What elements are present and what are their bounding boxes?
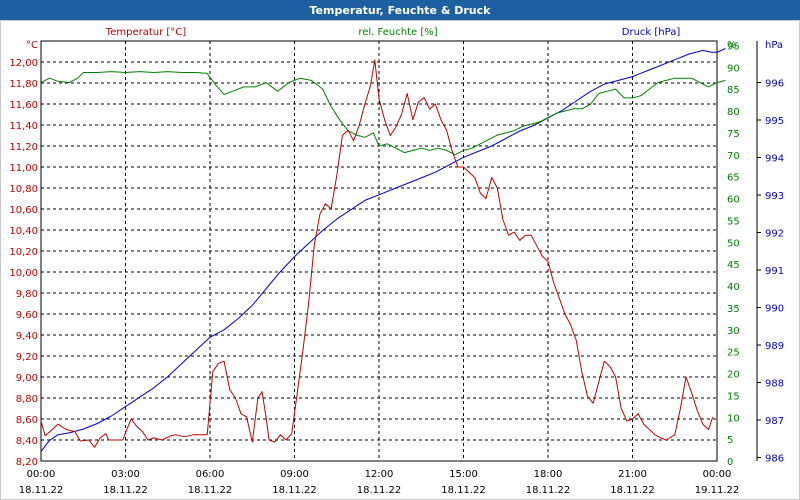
temperature-tick-0: 8,20 bbox=[16, 457, 38, 468]
humidity-tick-13: 65 bbox=[727, 173, 740, 184]
pressure-tick-8: 994 bbox=[765, 153, 784, 164]
humidity-tick-8: 40 bbox=[727, 282, 740, 293]
temperature-tick-12: 10,60 bbox=[9, 205, 38, 216]
temperature-tick-15: 11,20 bbox=[9, 142, 38, 153]
time-tick-7: 21:00 bbox=[618, 469, 647, 480]
temperature-tick-6: 9,40 bbox=[16, 331, 38, 342]
time-tick-6: 18:00 bbox=[534, 469, 563, 480]
temperature-tick-2: 8,60 bbox=[16, 415, 38, 426]
temperature-tick-5: 9,20 bbox=[16, 352, 38, 363]
temperature-axis-label: Temperatur [°C] bbox=[105, 27, 186, 38]
pressure-axis: 986 987 988 989 990 991 992 993 994 995 996 hPa bbox=[756, 40, 784, 464]
series-humidity-line bbox=[40, 71, 726, 156]
temperature-tick-13: 10,80 bbox=[9, 184, 38, 195]
humidity-tick-11: 55 bbox=[727, 216, 740, 227]
humidity-tick-14: 70 bbox=[727, 151, 740, 162]
date-tick-6: 18.11.22 bbox=[526, 485, 571, 496]
humidity-tick-3: 15 bbox=[727, 391, 740, 402]
humidity-tick-19: 95 bbox=[727, 41, 740, 52]
temperature-tick-18: 11,80 bbox=[9, 79, 38, 90]
humidity-tick-4: 20 bbox=[727, 370, 740, 381]
temperature-tick-19: 12,00 bbox=[9, 58, 38, 69]
temperature-tick-9: 10,00 bbox=[9, 268, 38, 279]
time-tick-5: 15:00 bbox=[449, 469, 478, 480]
humidity-tick-7: 35 bbox=[727, 304, 740, 315]
series-pressure-line bbox=[40, 48, 726, 452]
chart-canvas: 8,20 8,40 8,60 8,80 9,00 9,20 9,40 9,60 9,80 10,0… bbox=[9, 27, 784, 496]
humidity-tick-15: 75 bbox=[727, 129, 740, 140]
time-tick-4: 12:00 bbox=[365, 469, 394, 480]
temperature-tick-7: 9,60 bbox=[16, 310, 38, 321]
humidity-tick-18: 90 bbox=[727, 63, 740, 74]
pressure-tick-2: 988 bbox=[765, 378, 784, 389]
date-tick-3: 18.11.22 bbox=[272, 485, 317, 496]
temperature-tick-11: 10,40 bbox=[9, 226, 38, 237]
humidity-axis: 0 5 10 15 20 25 30 35 40 45 50 55 60 65 70 75 80 85 90 95% bbox=[727, 40, 740, 468]
axis-labels: Temperatur [°C] rel. Feuchte [%] Druck [hP… bbox=[105, 27, 681, 38]
date-tick-4: 18.11.22 bbox=[357, 485, 402, 496]
grid bbox=[40, 41, 718, 462]
humidity-axis-label: rel. Feuchte [%] bbox=[358, 27, 437, 38]
pressure-tick-9: 995 bbox=[765, 116, 784, 127]
time-tick-8: 00:00 bbox=[703, 469, 732, 480]
pressure-tick-0: 986 bbox=[765, 453, 784, 464]
humidity-tick-0: 0 bbox=[727, 457, 733, 468]
temperature-tick-14: 11,00 bbox=[9, 163, 38, 174]
temperature-tick-3: 8,80 bbox=[16, 394, 38, 405]
chart-title-bar: Temperatur, Feuchte & Druck bbox=[0, 0, 800, 20]
date-tick-1: 18.11.22 bbox=[103, 485, 148, 496]
date-tick-5: 18.11.22 bbox=[441, 485, 486, 496]
humidity-tick-12: 60 bbox=[727, 195, 740, 206]
humidity-tick-10: 50 bbox=[727, 238, 740, 249]
time-tick-0: 00:00 bbox=[27, 469, 56, 480]
humidity-tick-5: 25 bbox=[727, 348, 740, 359]
pressure-unit: hPa bbox=[765, 40, 783, 51]
pressure-tick-10: 996 bbox=[765, 78, 784, 89]
temperature-tick-4: 9,00 bbox=[16, 373, 38, 384]
temperature-tick-8: 9,80 bbox=[16, 289, 38, 300]
time-tick-1: 03:00 bbox=[111, 469, 140, 480]
temperature-unit: °C bbox=[26, 40, 38, 51]
time-axis: 00:00 18.11.22 03:00 18.11.22 06:00 18.11.22 0… bbox=[19, 469, 740, 496]
pressure-tick-6: 992 bbox=[765, 228, 784, 239]
temperature-tick-1: 8,40 bbox=[16, 436, 38, 447]
temperature-tick-17: 11,60 bbox=[9, 100, 38, 111]
pressure-tick-3: 989 bbox=[765, 341, 784, 352]
humidity-tick-2: 10 bbox=[727, 413, 740, 424]
chart-title: Temperatur, Feuchte & Druck bbox=[309, 3, 491, 17]
series-temperature-line bbox=[40, 59, 714, 448]
date-tick-0: 18.11.22 bbox=[19, 485, 64, 496]
plot-area-border bbox=[40, 40, 718, 462]
pressure-tick-5: 991 bbox=[765, 266, 784, 277]
pressure-axis-label: Druck [hPa] bbox=[622, 27, 681, 38]
humidity-tick-1: 5 bbox=[727, 435, 733, 446]
pressure-tick-1: 987 bbox=[765, 416, 784, 427]
chart-frame: 8,20 8,40 8,60 8,80 9,00 9,20 9,40 9,60 9,80 10,0… bbox=[0, 20, 800, 500]
temperature-tick-10: 10,20 bbox=[9, 247, 38, 258]
humidity-tick-6: 30 bbox=[727, 326, 740, 337]
date-tick-7: 18.11.22 bbox=[610, 485, 655, 496]
temperature-axis: 8,20 8,40 8,60 8,80 9,00 9,20 9,40 9,60 9,80 10,0… bbox=[9, 40, 38, 468]
humidity-unit: % bbox=[727, 40, 737, 51]
date-tick-8: 19.11.22 bbox=[695, 485, 740, 496]
humidity-tick-16: 80 bbox=[727, 107, 740, 118]
humidity-tick-9: 45 bbox=[727, 260, 740, 271]
date-tick-2: 18.11.22 bbox=[188, 485, 233, 496]
pressure-tick-7: 993 bbox=[765, 191, 784, 202]
humidity-tick-17: 85 bbox=[727, 85, 740, 96]
pressure-tick-4: 990 bbox=[765, 303, 784, 314]
time-tick-3: 09:00 bbox=[280, 469, 309, 480]
series-layer bbox=[40, 48, 726, 452]
temperature-tick-16: 11,40 bbox=[9, 121, 38, 132]
time-tick-2: 06:00 bbox=[196, 469, 225, 480]
